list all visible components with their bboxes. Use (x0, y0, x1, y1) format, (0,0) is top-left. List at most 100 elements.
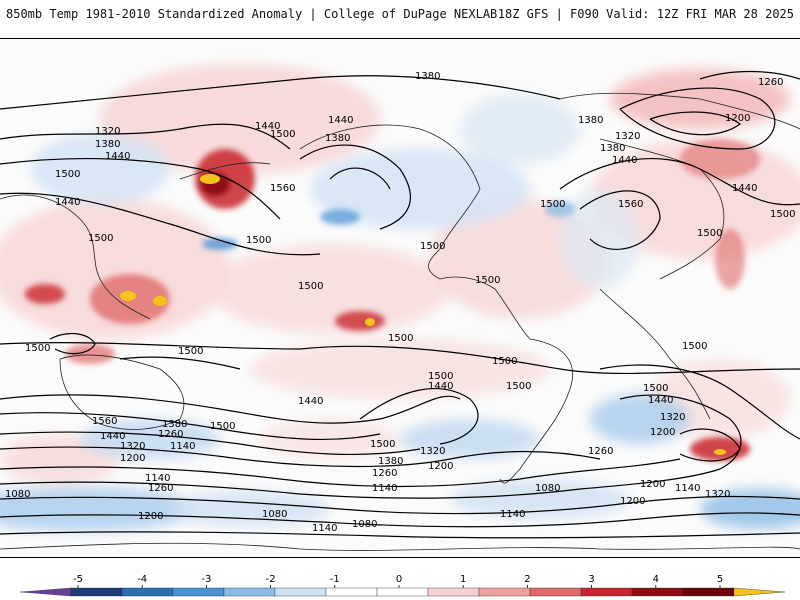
colorbar-swatch (274, 587, 327, 597)
colorbar-swatch (70, 587, 123, 597)
model-run-info: 18Z GFS | F090 Valid: 12Z FRI MAR 28 202… (497, 7, 794, 21)
contour-label: 1500 (643, 383, 668, 394)
contour-label: 1320 (120, 441, 145, 452)
colorbar-swatch (121, 587, 174, 597)
contour-label: 1380 (162, 419, 187, 430)
contour-label: 1500 (210, 421, 235, 432)
colorbar-tick-label: -3 (201, 574, 211, 585)
contour-label: 1500 (370, 439, 395, 450)
colorbar-swatch (427, 587, 480, 597)
contour-label: 1500 (428, 371, 453, 382)
colorbar-tick-label: -4 (137, 574, 147, 585)
contour-label: 1320 (420, 446, 445, 457)
contour-label: 1380 (415, 71, 440, 82)
contour-label: 1440 (55, 197, 80, 208)
contour-label: 1320 (615, 131, 640, 142)
contour-label: 1080 (5, 489, 30, 500)
contour-label: 1380 (325, 133, 350, 144)
contour-label: 1200 (138, 511, 163, 522)
colorbar-tick-label: 2 (524, 574, 530, 585)
anomaly-shading (0, 64, 800, 531)
contour-label: 1440 (298, 396, 323, 407)
contour-label: 1500 (178, 346, 203, 357)
contour-label: 1560 (270, 183, 295, 194)
contour-label: 1260 (158, 429, 183, 440)
contour-label: 1560 (92, 416, 117, 427)
contour-label: 1440 (105, 151, 130, 162)
contour-label: 1440 (648, 395, 673, 406)
contour-label: 1320 (95, 126, 120, 137)
colorbar-swatch (580, 587, 633, 597)
contour-label: 1500 (246, 235, 271, 246)
colorbar-ticks: -5 -4 -3 -2 -1 0 1 2 3 4 5 (73, 574, 723, 588)
colorbar-swatch (682, 587, 735, 597)
colorbar-tick-label: 5 (717, 574, 723, 585)
contour-label: 1440 (732, 183, 757, 194)
colorbar-swatches (19, 587, 786, 597)
contour-label: 1380 (95, 139, 120, 150)
colorbar-swatch (223, 587, 276, 597)
contour-label: 1140 (170, 441, 195, 452)
colorbar-tick-label: 4 (653, 574, 659, 585)
contour-label: 1500 (540, 199, 565, 210)
contour-label: 1500 (298, 281, 323, 292)
contour-label: 1500 (270, 129, 295, 140)
height-contours (0, 70, 800, 539)
colorbar-swatch (325, 587, 378, 597)
contour-label: 1440 (612, 155, 637, 166)
contour-label: 1140 (500, 509, 525, 520)
contour-label: 1500 (420, 241, 445, 252)
contour-label: 1200 (725, 113, 750, 124)
contour-label: 1500 (492, 356, 517, 367)
contour-label: 1200 (640, 479, 665, 490)
colorbar-swatch (529, 587, 582, 597)
contour-labels: 1380 1320 1380 1440 1500 1440 1500 1440 … (5, 71, 795, 534)
contour-label: 1440 (328, 115, 353, 126)
colorbar-swatch (172, 587, 225, 597)
contour-label: 1140 (675, 483, 700, 494)
contour-label: 1380 (378, 456, 403, 467)
contour-label: 1080 (535, 483, 560, 494)
colorbar-swatch (733, 587, 786, 597)
contour-label: 1500 (770, 209, 795, 220)
contour-label: 1140 (312, 523, 337, 534)
contour-label: 1260 (758, 77, 783, 88)
map-panel: 1380 1320 1380 1440 1500 1440 1500 1440 … (0, 38, 800, 558)
contour-label: 1440 (255, 121, 280, 132)
contour-label: 1500 (506, 381, 531, 392)
contour-label: 1260 (148, 483, 173, 494)
contour-label: 1500 (697, 228, 722, 239)
anomaly-colorbar: -5 -4 -3 -2 -1 0 1 2 3 4 5 (19, 574, 786, 597)
contour-label: 1260 (588, 446, 613, 457)
extreme-anomaly-spots (120, 174, 726, 455)
contour-label: 1500 (682, 341, 707, 352)
colorbar-tick-label: -2 (266, 574, 276, 585)
colorbar-swatch (376, 587, 429, 597)
contour-label: 1320 (705, 489, 730, 500)
contour-label: 1380 (600, 143, 625, 154)
contour-label: 1320 (660, 412, 685, 423)
contour-label: 1200 (120, 453, 145, 464)
contour-label: 1200 (428, 461, 453, 472)
contour-label: 1500 (88, 233, 113, 244)
map-header: 850mb Temp 1981-2010 Standardized Anomal… (0, 0, 800, 28)
contour-label: 1500 (55, 169, 80, 180)
contour-label: 1260 (372, 468, 397, 479)
colorbar-tick-label: -5 (73, 574, 83, 585)
contour-label: 1500 (25, 343, 50, 354)
map-canvas: 1380 1320 1380 1440 1500 1440 1500 1440 … (0, 64, 800, 551)
contour-label: 1200 (650, 427, 675, 438)
contour-label: 1080 (262, 509, 287, 520)
contour-label: 1140 (372, 483, 397, 494)
colorbar-tick-label: 3 (588, 574, 594, 585)
contour-label: 1560 (618, 199, 643, 210)
colorbar-swatch (631, 587, 684, 597)
contour-label: 1500 (388, 333, 413, 344)
contour-label: 1440 (428, 381, 453, 392)
colorbar-tick-label: 1 (460, 574, 466, 585)
coastlines (0, 92, 800, 551)
contour-label: 1500 (475, 275, 500, 286)
colorbar-swatch (478, 587, 531, 597)
contour-label: 1200 (620, 496, 645, 507)
colorbar-tick-label: 0 (396, 574, 402, 585)
